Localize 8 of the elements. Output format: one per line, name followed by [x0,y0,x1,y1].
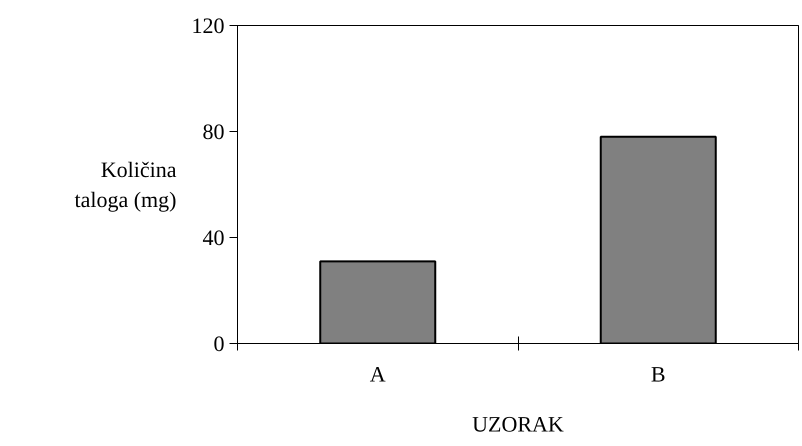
x-tick-label: B [650,362,666,386]
y-tick-label: 120 [192,13,224,38]
x-tick-label: A [370,362,386,386]
x-axis-title: UZORAK [472,412,564,436]
y-tick-label: 40 [202,225,224,250]
y-axis-title: Količina taloga (mg) [74,157,177,212]
y-tick-label: 0 [214,331,224,356]
y-tick-label: 80 [202,119,224,144]
